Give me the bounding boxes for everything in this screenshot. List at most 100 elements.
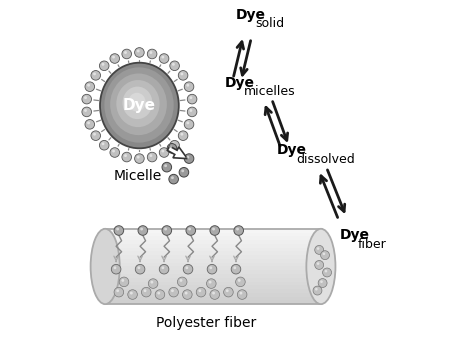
Circle shape	[85, 120, 95, 129]
Ellipse shape	[306, 229, 336, 304]
Ellipse shape	[122, 87, 153, 119]
Ellipse shape	[110, 73, 167, 135]
Circle shape	[93, 133, 96, 136]
Circle shape	[183, 264, 193, 274]
Circle shape	[116, 289, 119, 292]
Circle shape	[172, 63, 175, 66]
Circle shape	[128, 290, 137, 299]
Ellipse shape	[104, 67, 173, 143]
Text: Micelle: Micelle	[114, 169, 162, 183]
FancyBboxPatch shape	[105, 285, 321, 289]
Circle shape	[185, 292, 188, 294]
Circle shape	[167, 143, 177, 153]
Circle shape	[162, 56, 164, 58]
Circle shape	[317, 247, 319, 250]
FancyBboxPatch shape	[105, 263, 321, 267]
Circle shape	[184, 82, 194, 92]
Circle shape	[237, 290, 247, 299]
Circle shape	[190, 109, 192, 112]
Circle shape	[159, 148, 169, 157]
Circle shape	[226, 289, 228, 292]
Circle shape	[233, 266, 236, 269]
Text: Dye: Dye	[123, 98, 156, 113]
Circle shape	[119, 277, 129, 287]
Circle shape	[209, 281, 211, 284]
Circle shape	[323, 268, 331, 277]
Circle shape	[135, 264, 145, 274]
Circle shape	[121, 279, 124, 282]
Circle shape	[100, 61, 109, 71]
Circle shape	[122, 49, 131, 59]
Circle shape	[320, 280, 323, 283]
FancyBboxPatch shape	[105, 293, 321, 296]
Text: Dye: Dye	[276, 143, 306, 157]
Circle shape	[317, 262, 319, 265]
Circle shape	[149, 51, 152, 54]
Circle shape	[111, 264, 121, 274]
Circle shape	[157, 292, 160, 294]
Text: dissolved: dissolved	[296, 153, 355, 166]
Circle shape	[184, 120, 194, 129]
FancyBboxPatch shape	[105, 229, 321, 232]
FancyBboxPatch shape	[105, 244, 321, 248]
Circle shape	[236, 228, 239, 230]
Circle shape	[101, 142, 104, 145]
Circle shape	[148, 279, 158, 288]
Text: Dye: Dye	[225, 76, 255, 90]
Circle shape	[114, 226, 124, 235]
Circle shape	[155, 290, 165, 299]
Circle shape	[315, 245, 324, 254]
Circle shape	[87, 121, 90, 124]
Circle shape	[141, 287, 151, 297]
FancyBboxPatch shape	[105, 255, 321, 259]
Circle shape	[184, 154, 194, 163]
Text: Polyester fiber: Polyester fiber	[156, 316, 256, 330]
Ellipse shape	[91, 229, 120, 304]
Ellipse shape	[100, 63, 179, 148]
Circle shape	[172, 142, 175, 145]
Circle shape	[186, 84, 189, 87]
Circle shape	[164, 228, 167, 230]
FancyBboxPatch shape	[105, 274, 321, 278]
Circle shape	[178, 131, 188, 141]
FancyBboxPatch shape	[105, 259, 321, 263]
Circle shape	[313, 286, 322, 295]
FancyBboxPatch shape	[105, 289, 321, 293]
FancyBboxPatch shape	[105, 232, 321, 236]
Circle shape	[239, 292, 242, 294]
FancyBboxPatch shape	[105, 251, 321, 255]
FancyBboxPatch shape	[105, 267, 321, 270]
FancyBboxPatch shape	[105, 236, 321, 240]
Circle shape	[140, 228, 143, 230]
Circle shape	[186, 226, 196, 235]
Circle shape	[84, 96, 87, 99]
Circle shape	[110, 54, 119, 63]
Text: Dye: Dye	[340, 228, 370, 242]
Circle shape	[188, 228, 191, 230]
Circle shape	[162, 150, 164, 152]
Circle shape	[210, 226, 219, 235]
Circle shape	[318, 279, 327, 287]
Circle shape	[110, 148, 119, 157]
Circle shape	[150, 281, 154, 284]
Circle shape	[101, 63, 104, 66]
Circle shape	[84, 109, 87, 112]
Circle shape	[323, 253, 325, 255]
Circle shape	[186, 156, 189, 159]
Circle shape	[234, 226, 244, 235]
Circle shape	[82, 107, 91, 117]
Circle shape	[320, 251, 329, 260]
Circle shape	[159, 264, 169, 274]
Circle shape	[231, 264, 241, 274]
Circle shape	[238, 279, 241, 282]
FancyBboxPatch shape	[105, 229, 321, 304]
Circle shape	[114, 287, 124, 297]
Circle shape	[137, 156, 140, 159]
Text: fiber: fiber	[357, 238, 386, 251]
Circle shape	[181, 133, 183, 136]
Circle shape	[144, 289, 146, 292]
Circle shape	[210, 266, 212, 269]
Circle shape	[315, 288, 318, 291]
Circle shape	[210, 290, 219, 299]
Circle shape	[207, 264, 217, 274]
